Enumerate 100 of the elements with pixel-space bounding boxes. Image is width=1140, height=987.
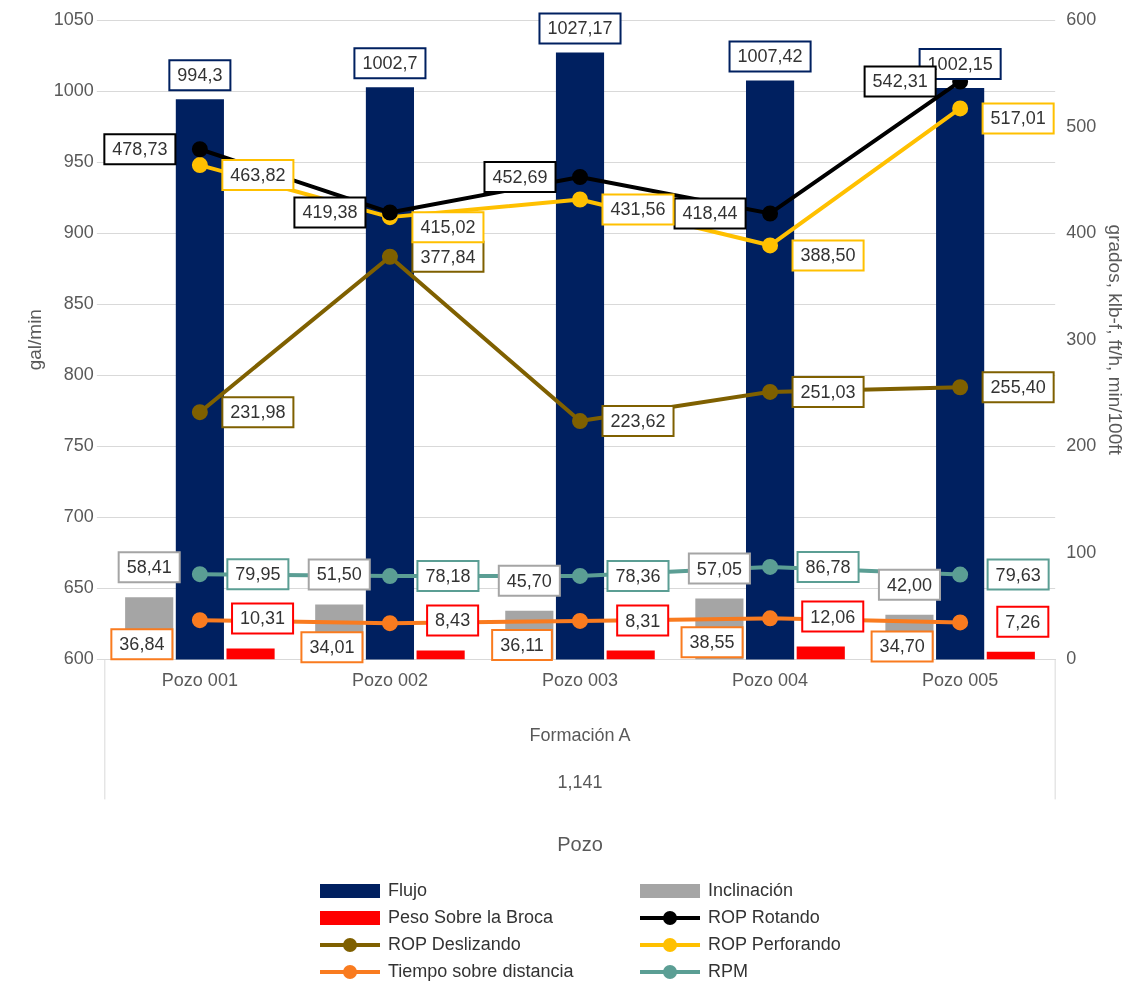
legend-label: Peso Sobre la Broca xyxy=(388,907,554,928)
data-label: 12,06 xyxy=(810,606,856,627)
legend-label: Inclinación xyxy=(708,880,794,901)
point xyxy=(572,567,589,584)
data-label: 542,31 xyxy=(872,71,928,92)
x-tick-label: Pozo 001 xyxy=(161,670,238,691)
data-label: 36,84 xyxy=(119,634,165,655)
point xyxy=(572,191,589,208)
y-tick-label: 650 xyxy=(63,577,94,598)
y2-tick-label: 600 xyxy=(1066,8,1097,29)
data-label: 36,11 xyxy=(500,634,544,655)
data-label: 1027,17 xyxy=(547,18,613,39)
data-label: 78,18 xyxy=(425,566,471,587)
y2-tick-label: 400 xyxy=(1066,222,1097,243)
y-axis-title: gal/min xyxy=(23,309,45,371)
y-tick-label: 600 xyxy=(63,648,94,669)
bar xyxy=(226,648,275,660)
point xyxy=(191,612,208,629)
data-label: 415,02 xyxy=(420,217,476,238)
y-tick-label: 900 xyxy=(63,222,94,243)
y2-tick-label: 0 xyxy=(1066,648,1077,669)
point xyxy=(572,168,589,185)
data-label: 1007,42 xyxy=(737,46,803,67)
bar xyxy=(416,650,465,660)
data-label: 231,98 xyxy=(230,402,286,423)
y-tick-label: 1000 xyxy=(53,80,94,101)
y-tick-label: 800 xyxy=(63,364,94,385)
text: Pozo xyxy=(557,832,603,855)
point xyxy=(762,237,779,254)
x-tick-label: Pozo 004 xyxy=(732,670,809,691)
data-label: 42,00 xyxy=(886,574,932,595)
y-tick-label: 850 xyxy=(63,293,94,314)
point xyxy=(191,141,208,158)
data-label: 255,40 xyxy=(990,377,1046,398)
data-label: 1002,7 xyxy=(362,53,418,74)
legend-label: Flujo xyxy=(388,880,428,901)
bar xyxy=(986,651,1035,660)
data-label: 994,3 xyxy=(177,65,223,86)
y2-axis-title: grados, klb-f, ft/h, min/100ft xyxy=(1105,224,1127,456)
data-label: 34,01 xyxy=(309,637,355,658)
point xyxy=(191,157,208,174)
data-label: 38,55 xyxy=(689,632,735,653)
point xyxy=(191,404,208,421)
data-label: 388,50 xyxy=(800,245,856,266)
point xyxy=(191,566,208,583)
data-label: 223,62 xyxy=(610,411,666,432)
point xyxy=(381,204,398,221)
legend-label: ROP Perforando xyxy=(708,934,841,955)
point xyxy=(381,615,398,632)
data-label: 418,44 xyxy=(682,203,738,224)
y-tick-label: 950 xyxy=(63,151,94,172)
data-label: 79,95 xyxy=(235,564,281,585)
legend-label: ROP Deslizando xyxy=(388,934,521,955)
legend-label: ROP Rotando xyxy=(708,907,820,928)
data-label: 478,73 xyxy=(112,139,168,160)
text: Formación A xyxy=(529,725,631,746)
x-tick-label: Pozo 002 xyxy=(351,670,428,691)
data-label: 517,01 xyxy=(990,108,1046,129)
point xyxy=(762,383,779,400)
y2-tick-label: 300 xyxy=(1066,328,1097,349)
data-label: 251,03 xyxy=(800,381,856,402)
point xyxy=(381,248,398,265)
data-label: 7,26 xyxy=(1005,611,1041,632)
data-label: 10,31 xyxy=(240,608,286,629)
y2-tick-label: 200 xyxy=(1066,435,1097,456)
y-tick-label: 700 xyxy=(63,506,94,527)
data-label: 86,78 xyxy=(805,556,851,577)
data-label: 463,82 xyxy=(230,165,286,186)
x-tick-label: Pozo 005 xyxy=(922,670,999,691)
legend-label: RPM xyxy=(708,961,748,982)
data-label: 8,31 xyxy=(625,610,661,631)
data-label: 78,36 xyxy=(615,565,661,586)
bar xyxy=(606,650,655,660)
data-label: 45,70 xyxy=(506,570,552,591)
point xyxy=(952,614,969,631)
point xyxy=(952,566,969,583)
data-label: 377,84 xyxy=(420,246,476,267)
y2-tick-label: 500 xyxy=(1066,115,1097,136)
y2-tick-label: 100 xyxy=(1066,541,1097,562)
y-tick-label: 750 xyxy=(63,435,94,456)
y-tick-label: 1050 xyxy=(53,8,94,29)
point xyxy=(762,205,779,222)
text: 1,141 xyxy=(557,772,603,793)
data-label: 419,38 xyxy=(302,202,358,223)
data-label: 79,63 xyxy=(995,564,1041,585)
data-label: 34,70 xyxy=(879,636,925,657)
point xyxy=(952,379,969,396)
point xyxy=(381,568,398,585)
data-label: 57,05 xyxy=(696,558,742,579)
point xyxy=(952,100,969,117)
data-label: 58,41 xyxy=(126,557,172,578)
point xyxy=(572,413,589,430)
data-label: 51,50 xyxy=(316,564,362,585)
data-label: 8,43 xyxy=(435,610,471,631)
legend-label: Tiempo sobre distancia xyxy=(388,961,574,982)
point xyxy=(572,612,589,629)
point xyxy=(762,610,779,627)
bar xyxy=(796,646,845,660)
point xyxy=(762,558,779,575)
data-label: 431,56 xyxy=(610,199,666,220)
